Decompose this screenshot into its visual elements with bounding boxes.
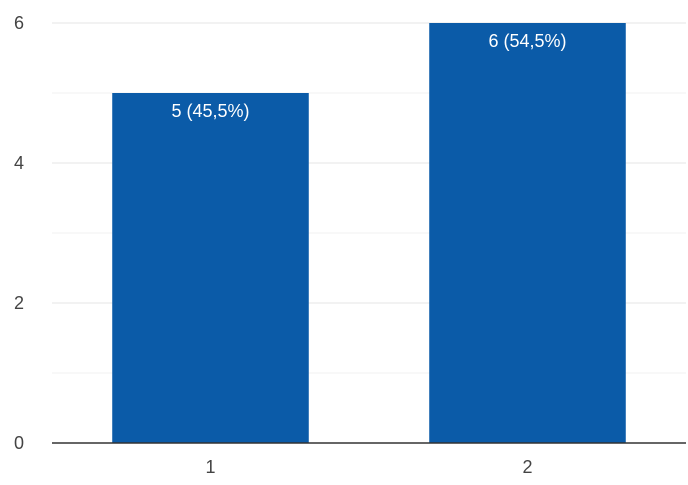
y-tick-label-6: 6 [14,13,24,33]
y-tick-label-4: 4 [14,153,24,173]
bars [112,23,626,443]
x-tick-label-2: 2 [522,457,532,477]
data-label-1: 5 (45,5%) [171,101,249,121]
bar-2 [429,23,626,443]
data-label-2: 6 (54,5%) [488,31,566,51]
bar-1 [112,93,309,443]
data-labels: 5 (45,5%) 6 (54,5%) [171,31,566,121]
y-tick-label-0: 0 [14,433,24,453]
x-tick-label-1: 1 [205,457,215,477]
y-tick-label-2: 2 [14,293,24,313]
tick-labels: 1 2 0 2 4 6 [14,13,533,477]
